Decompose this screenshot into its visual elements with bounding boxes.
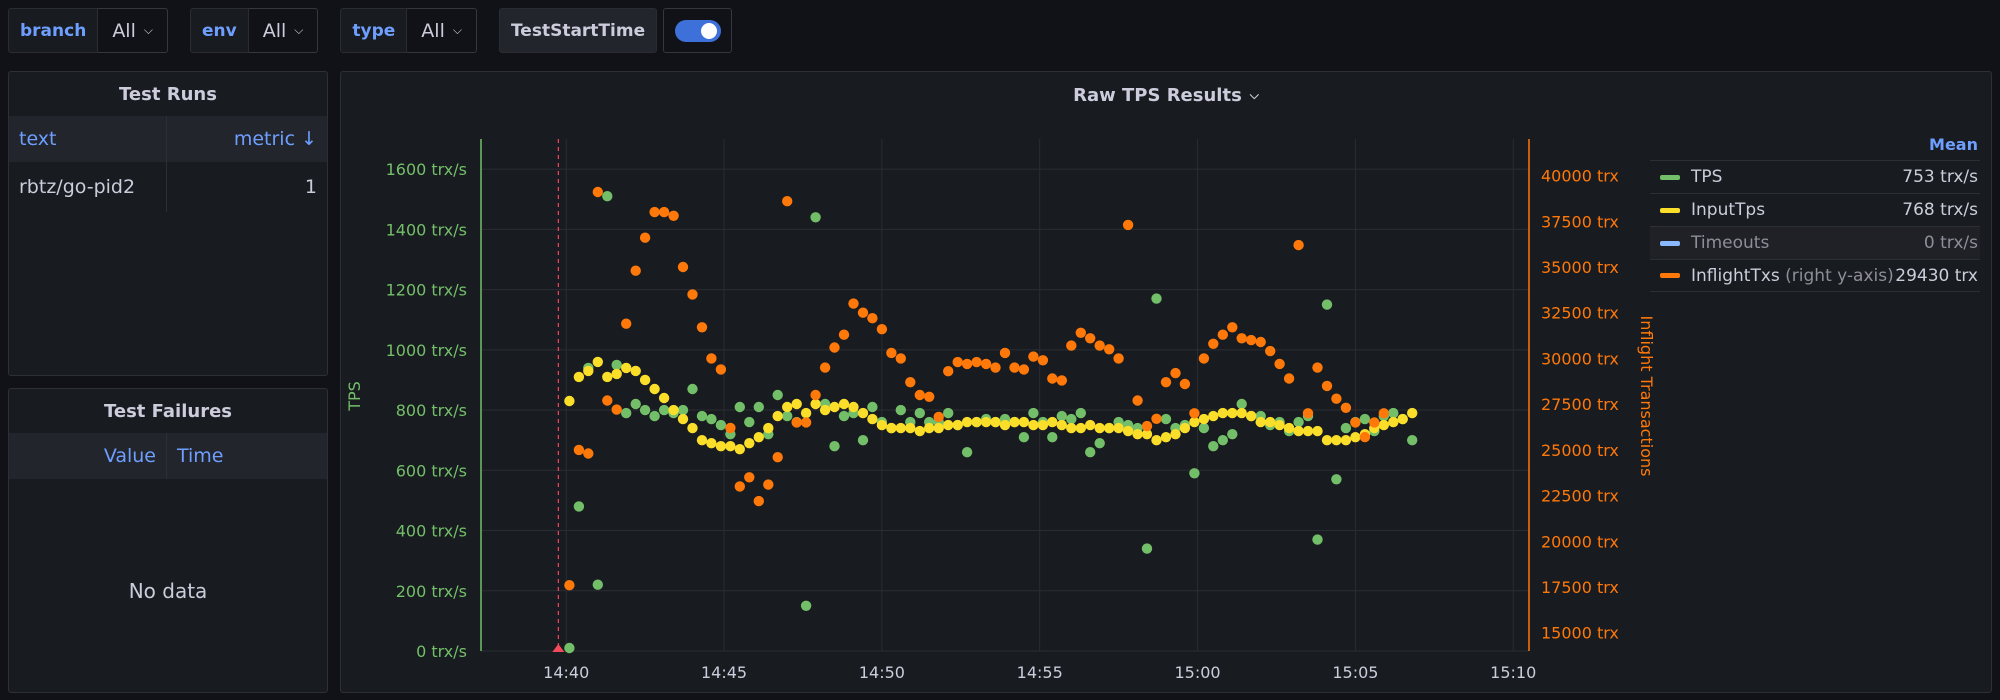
legend-swatch <box>1660 174 1680 180</box>
test-start-time-label: TestStartTime <box>498 8 658 53</box>
test-runs-header: text metric ↓ <box>9 116 327 162</box>
legend-item-timeouts[interactable]: Timeouts 0 trx/s <box>1650 226 1980 259</box>
legend-mean: 29430 trx <box>1895 265 1978 286</box>
raw-tps-title-bar[interactable]: Raw TPS Results ⌵ <box>341 72 1991 118</box>
legend-name: InputTps <box>1691 200 1766 220</box>
cell-metric: 1 <box>304 176 317 198</box>
legend-swatch <box>1660 207 1680 213</box>
legend-swatch <box>1660 273 1680 278</box>
variable-toolbar: branch All ⌵ env All ⌵ type All ⌵ TestSt… <box>8 8 733 53</box>
branch-variable-select[interactable]: All ⌵ <box>98 8 168 53</box>
chevron-down-icon: ⌵ <box>143 23 153 37</box>
test-failures-header: Value Time <box>9 433 327 479</box>
legend-name: TPS <box>1691 167 1723 187</box>
env-variable-select[interactable]: All ⌵ <box>248 8 319 53</box>
test-start-time-toggle[interactable] <box>674 19 721 42</box>
legend-item-tps[interactable]: TPS 753 trx/s <box>1650 160 1980 193</box>
env-variable-value: All <box>262 19 287 42</box>
type-variable-value: All <box>421 19 445 42</box>
env-variable-label: env <box>189 8 249 53</box>
table-row: rbtz/go-pid2 1 <box>9 162 327 212</box>
legend-item-inputtps[interactable]: InputTps 768 trx/s <box>1650 193 1980 226</box>
cell-text: rbtz/go-pid2 <box>9 162 167 212</box>
legend-header-mean[interactable]: Mean <box>1929 134 1978 154</box>
test-start-time-toggle-wrap <box>663 8 733 53</box>
legend-swatch <box>1660 240 1680 246</box>
toggle-knob <box>700 22 717 39</box>
test-runs-title[interactable]: Test Runs <box>119 83 217 105</box>
legend-mean: 0 trx/s <box>1923 233 1978 253</box>
column-header-time[interactable]: Time <box>177 445 224 467</box>
column-header-value[interactable]: Value <box>9 433 167 479</box>
chevron-down-icon: ⌵ <box>452 23 462 37</box>
test-failures-title[interactable]: Test Failures <box>103 400 233 422</box>
type-variable-select[interactable]: All ⌵ <box>407 8 477 53</box>
no-data-message: No data <box>128 579 208 603</box>
test-failures-panel: Test Failures Value Time No data <box>8 388 328 693</box>
legend-mean: 768 trx/s <box>1902 200 1978 220</box>
legend-mean: 753 trx/s <box>1902 167 1978 187</box>
branch-variable-label: branch <box>8 8 99 53</box>
legend-item-inflighttxs[interactable]: InflightTxs (right y-axis) 29430 trx <box>1650 259 1980 292</box>
chevron-down-icon: ⌵ <box>1249 87 1259 102</box>
chart-legend: Mean TPS 753 trx/s InputTps 768 trx/s Ti… <box>1650 128 1980 292</box>
legend-name: InflightTxs (right y-axis) <box>1691 265 1894 286</box>
test-runs-panel: Test Runs text metric ↓ rbtz/go-pid2 1 <box>8 71 328 376</box>
branch-variable-value: All <box>112 19 136 42</box>
legend-name: Timeouts <box>1691 233 1770 253</box>
column-header-text[interactable]: text <box>9 116 167 162</box>
raw-tps-title: Raw TPS Results <box>1073 84 1242 106</box>
column-header-metric[interactable]: metric ↓ <box>233 128 317 150</box>
type-variable-label: type <box>340 8 408 53</box>
chevron-down-icon: ⌵ <box>294 23 304 37</box>
